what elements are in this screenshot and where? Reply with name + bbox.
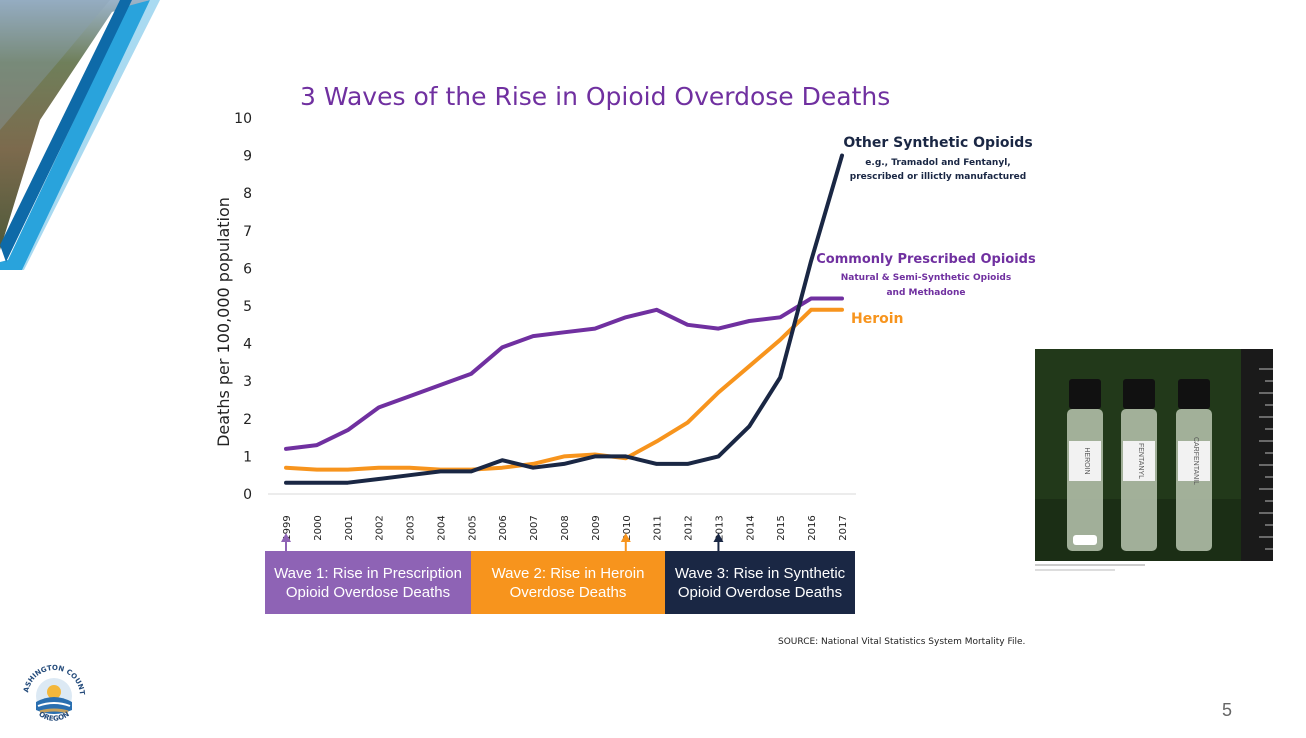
prescribed-annotation-line1: Natural & Semi-Synthetic Opioids xyxy=(841,273,1011,283)
x-tick-label: 2007 xyxy=(529,515,540,540)
x-axis-ticks: 1999 2000 2001 2002 2003 2004 2005 2006 2007 2008… xyxy=(282,515,849,540)
series-line-heroin xyxy=(284,307,844,472)
svg-text:HEROIN: HEROIN xyxy=(1083,447,1090,474)
chart-title: 3 Waves of the Rise in Opioid Overdose D… xyxy=(300,82,891,111)
y-tick-label: 2 xyxy=(243,412,252,428)
x-tick-label: 2016 xyxy=(807,515,818,540)
svg-text:FENTANYL: FENTANYL xyxy=(1137,443,1144,479)
x-tick-label: 2012 xyxy=(684,515,695,540)
wave-2-box: Wave 2: Rise in Heroin Overdose Deaths xyxy=(471,551,665,614)
x-tick-label: 2009 xyxy=(591,515,602,540)
wave-3-box: Wave 3: Rise in Synthetic Opioid Overdos… xyxy=(665,551,855,614)
x-tick-label: 2002 xyxy=(375,515,386,540)
y-tick-label: 6 xyxy=(243,261,252,277)
prescribed-annotation-line2: and Methadone xyxy=(886,288,965,298)
y-tick-label: 0 xyxy=(243,487,252,503)
vial-carfentanil: CARFENTANIL xyxy=(1176,379,1212,551)
x-tick-label: 1999 xyxy=(282,515,293,540)
x-tick-label: 2013 xyxy=(714,515,725,540)
x-tick-label: 2003 xyxy=(406,515,417,540)
y-tick-label: 5 xyxy=(243,299,252,315)
page-number: 5 xyxy=(1222,700,1233,720)
x-tick-label: 2006 xyxy=(498,515,509,540)
x-tick-label: 2017 xyxy=(838,515,849,540)
vial-heroin: HEROIN xyxy=(1067,379,1103,551)
vials-photo: HEROIN FENTANYL CARFENTANIL xyxy=(1035,349,1273,561)
synthetic-annotation-line1: e.g., Tramadol and Fentanyl, xyxy=(865,158,1010,168)
svg-text:OREGON: OREGON xyxy=(37,710,71,723)
wave-2-arrow xyxy=(620,533,631,551)
series-line-commonly-prescribed-opioids xyxy=(284,296,844,451)
wave-1-arrow xyxy=(281,533,291,551)
photo-caption xyxy=(1035,561,1273,575)
y-axis-label: Deaths per 100,000 population xyxy=(214,197,233,447)
vial-fentanyl: FENTANYL xyxy=(1121,379,1157,551)
series-line-other-synthetic-opioids xyxy=(284,153,844,485)
svg-text:CARFENTANIL: CARFENTANIL xyxy=(1192,437,1199,485)
y-tick-label: 7 xyxy=(243,224,252,240)
synthetic-annotation-title: Other Synthetic Opioids xyxy=(843,135,1032,151)
y-axis-ticks: 0 1 2 3 4 5 6 7 8 9 10 xyxy=(234,111,252,503)
y-tick-label: 3 xyxy=(243,374,252,390)
wave-1-box: Wave 1: Rise in Prescription Opioid Over… xyxy=(265,551,471,614)
x-tick-label: 2011 xyxy=(653,515,664,540)
y-tick-label: 1 xyxy=(243,449,252,465)
x-tick-label: 2004 xyxy=(436,515,447,540)
x-tick-label: 2008 xyxy=(560,515,571,540)
y-tick-label: 4 xyxy=(243,337,252,353)
x-tick-label: 2005 xyxy=(467,515,478,540)
heroin-annotation-title: Heroin xyxy=(851,311,904,327)
wave-arrows xyxy=(281,533,724,551)
x-tick-label: 2015 xyxy=(776,515,787,540)
prescribed-annotation-title: Commonly Prescribed Opioids xyxy=(816,252,1036,267)
x-tick-label: 2001 xyxy=(344,515,355,540)
corner-decoration xyxy=(0,0,170,270)
series-lines xyxy=(284,153,844,485)
x-tick-label: 2000 xyxy=(313,515,324,540)
x-tick-label: 2014 xyxy=(745,515,756,540)
source-note: SOURCE: National Vital Statistics System… xyxy=(778,637,1026,647)
y-tick-label: 10 xyxy=(234,111,252,127)
x-tick-label: 2010 xyxy=(622,515,633,540)
wave-3-arrow xyxy=(713,533,724,551)
y-tick-label: 8 xyxy=(243,186,252,202)
synthetic-annotation-line2: prescribed or illictly manufactured xyxy=(850,172,1026,182)
county-logo: WASHINGTON COUNTY OREGON xyxy=(18,658,86,723)
y-tick-label: 9 xyxy=(243,149,252,165)
